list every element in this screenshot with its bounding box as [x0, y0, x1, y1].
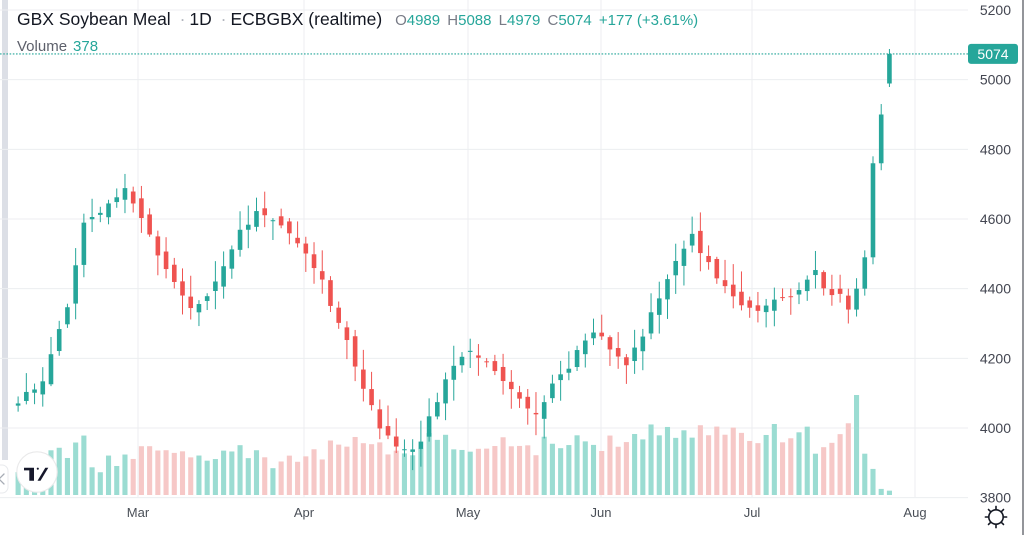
svg-text:Aug: Aug [903, 505, 926, 520]
svg-text:5200: 5200 [980, 2, 1011, 18]
svg-text:4800: 4800 [980, 141, 1011, 157]
svg-text:Apr: Apr [294, 505, 315, 520]
svg-text:4000: 4000 [980, 420, 1011, 436]
svg-text:3800: 3800 [980, 490, 1011, 506]
svg-text:4600: 4600 [980, 211, 1011, 227]
svg-text:4200: 4200 [980, 350, 1011, 366]
svg-text:Mar: Mar [127, 505, 150, 520]
svg-text:Jul: Jul [744, 505, 761, 520]
svg-text:4400: 4400 [980, 281, 1011, 297]
svg-text:Jun: Jun [591, 505, 612, 520]
svg-text:5000: 5000 [980, 72, 1011, 88]
svg-text:May: May [456, 505, 481, 520]
svg-text:5074: 5074 [977, 46, 1008, 62]
